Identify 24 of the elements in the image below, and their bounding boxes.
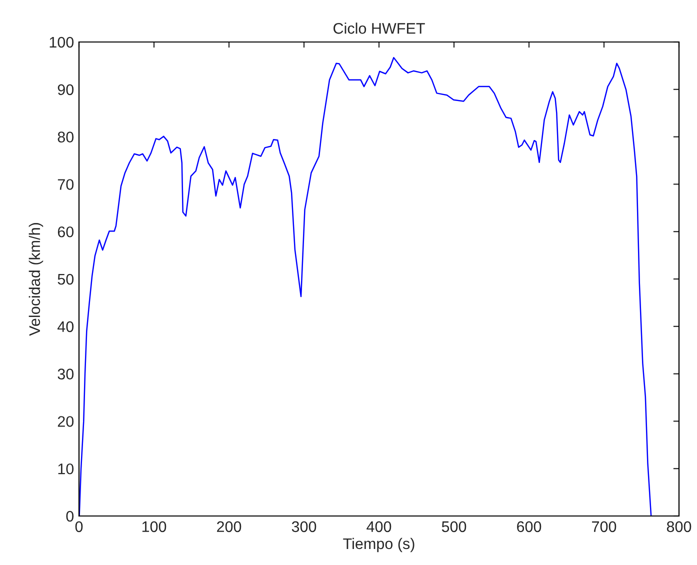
- chart-title: Ciclo HWFET: [334, 22, 425, 34]
- x-tick-label: 300: [292, 521, 316, 532]
- x-axis-title: Tiempo (s): [343, 538, 414, 552]
- y-tick-label: 90: [58, 84, 74, 96]
- y-tick-label: 10: [58, 463, 74, 474]
- x-tick-label: 200: [217, 521, 242, 532]
- x-tick-label: 700: [592, 521, 616, 532]
- x-tick-label: 100: [142, 521, 166, 532]
- y-tick-label: 40: [58, 321, 74, 332]
- y-tick-label: 80: [58, 132, 74, 142]
- y-tick-label: 0: [66, 510, 74, 522]
- x-tick-label: 400: [366, 521, 392, 532]
- y-tick-label: 100: [50, 36, 74, 48]
- y-tick-label: 20: [58, 416, 74, 427]
- x-tick-label: 0: [75, 521, 83, 532]
- y-tick-label: 50: [58, 274, 74, 285]
- y-tick-label: 30: [58, 368, 74, 380]
- line-series: [79, 57, 652, 516]
- x-tick-label: 600: [517, 521, 542, 532]
- y-tick-label: 70: [58, 179, 74, 190]
- x-tick-label: 800: [666, 521, 692, 532]
- x-tick-label: 500: [442, 521, 466, 532]
- y-tick-label: 60: [58, 226, 74, 238]
- y-axis-title: Velocidad (km/h): [28, 223, 44, 336]
